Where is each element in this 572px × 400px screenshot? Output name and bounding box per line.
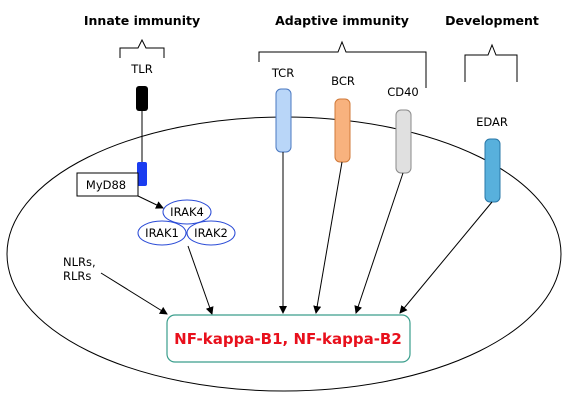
myd88-box: [76, 172, 139, 197]
label-edar: EDAR: [476, 115, 508, 129]
header-innate-immunity: Innate immunity: [84, 13, 200, 28]
bracket-development: [464, 43, 518, 82]
irak4-node: [162, 199, 212, 225]
label-bcr: BCR: [331, 74, 355, 88]
edar-receptor-shape: [484, 138, 501, 203]
label-cd40: CD40: [387, 85, 419, 99]
label-irak1: IRAK1: [145, 226, 179, 240]
label-irak2: IRAK2: [194, 226, 228, 240]
arrow-nlrs-to-nfkb: [100, 272, 168, 315]
arrow-myd88-to-irak4: [137, 195, 164, 209]
nfkb-output-box: [166, 314, 411, 363]
arrow-bcr-to-nfkb: [313, 161, 343, 314]
label-rlrs: RLRs: [63, 269, 91, 283]
label-nlrs: NLRs,: [63, 255, 96, 269]
label-tlr: TLR: [130, 62, 152, 76]
nfkb-output-label: NF-kappa-B1, NF-kappa-B2: [174, 330, 402, 348]
label-irak4: IRAK4: [170, 205, 204, 219]
tcr-receptor-shape: [275, 88, 292, 153]
bcr-receptor-shape: [334, 98, 351, 163]
bracket-innate: [119, 38, 165, 58]
tlr-receptor-shape: [136, 86, 148, 111]
cd40-receptor-shape: [395, 109, 412, 174]
irak1-node: [137, 220, 187, 246]
label-tcr: TCR: [271, 66, 294, 80]
label-myd88: MyD88: [86, 178, 126, 192]
header-adaptive-immunity: Adaptive immunity: [275, 13, 409, 28]
arrow-cd40-to-nfkb: [354, 172, 404, 314]
irak2-node: [186, 220, 236, 246]
bracket-adaptive: [258, 40, 427, 88]
myd88-receptor-shape: [137, 162, 147, 186]
header-development: Development: [445, 13, 539, 28]
arrow-edar-to-nfkb: [399, 201, 493, 314]
arrow-irak-to-nfkb: [187, 245, 214, 315]
